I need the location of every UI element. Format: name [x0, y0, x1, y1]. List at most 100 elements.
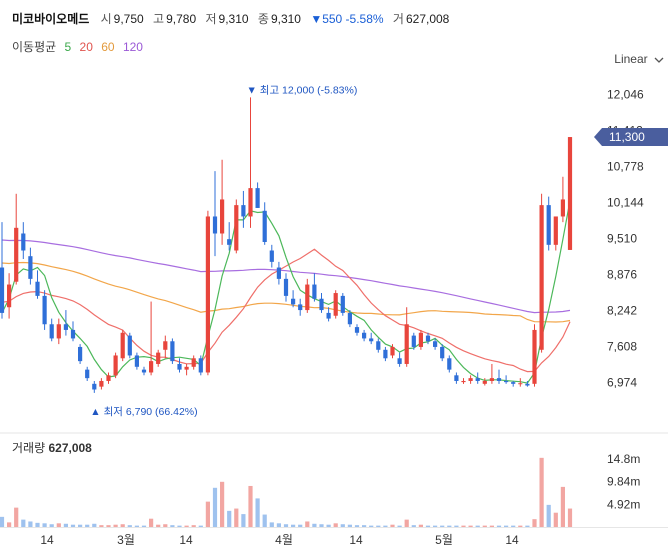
volume-bar — [156, 524, 161, 527]
candle-body — [447, 358, 452, 370]
candle — [305, 278, 310, 313]
volume-bar — [291, 524, 296, 527]
volume-panel-label: 거래량 627,008 — [12, 441, 92, 455]
volume-bar — [362, 525, 367, 527]
volume-bar — [248, 485, 253, 527]
price-tick-label: 10,144 — [607, 196, 644, 210]
volume-bar — [340, 524, 345, 527]
candle — [525, 380, 530, 387]
close-label: 종 — [257, 12, 269, 26]
candle — [312, 273, 317, 302]
volume-bar — [220, 481, 225, 527]
candle-body — [298, 304, 303, 311]
candle — [482, 378, 487, 386]
candle-body — [319, 298, 324, 311]
candle — [170, 338, 175, 364]
volume-bar — [92, 523, 97, 527]
volume-bar — [553, 512, 558, 527]
candle-body — [312, 284, 317, 299]
volume-bar — [56, 523, 61, 527]
volume-bar — [532, 519, 537, 527]
candle-body — [369, 338, 374, 342]
candle — [532, 324, 537, 387]
candle — [113, 352, 118, 379]
ma20-line — [1, 248, 571, 373]
low-label: 저 — [205, 12, 217, 26]
date-axis-label: 5월 — [435, 533, 453, 547]
candle — [326, 307, 331, 322]
candle — [404, 307, 409, 367]
volume-bar — [461, 525, 466, 527]
candle-body — [177, 363, 182, 370]
candle — [191, 355, 196, 370]
chevron-down-icon — [654, 57, 664, 63]
candle-body — [156, 352, 161, 364]
volume-bar — [35, 522, 40, 527]
volume-bar — [63, 523, 68, 527]
volume-bar — [283, 524, 289, 527]
candle — [383, 346, 388, 362]
volume-bar — [347, 524, 352, 527]
candle — [447, 355, 452, 373]
volume-bar — [49, 524, 54, 527]
candle-body — [184, 366, 189, 370]
candle-body — [376, 341, 381, 350]
candle — [163, 335, 168, 359]
candle — [21, 222, 26, 260]
candle — [347, 310, 352, 328]
volume-bar — [454, 525, 459, 527]
volume-tick-label: 4.92m — [607, 497, 640, 511]
candle — [141, 366, 147, 376]
candle-body — [35, 281, 40, 296]
volume-bar — [383, 525, 388, 527]
volume-bar — [198, 525, 203, 527]
candle-body — [539, 205, 544, 350]
candle — [35, 270, 40, 299]
candle — [269, 244, 274, 268]
volume-bar — [298, 524, 303, 527]
candle-body — [546, 205, 551, 245]
candle — [63, 310, 68, 336]
candle-body — [496, 378, 502, 381]
candle-body — [42, 295, 47, 325]
volume-panel-value: 627,008 — [48, 441, 92, 455]
volume-bar — [376, 525, 381, 527]
candle — [14, 193, 19, 285]
volume-bar — [42, 523, 47, 527]
volume-bar — [525, 525, 530, 527]
volume-bar — [511, 525, 516, 527]
candle — [454, 372, 459, 384]
candle-body — [106, 375, 111, 381]
candle-body — [518, 383, 523, 385]
candle-body — [340, 295, 345, 313]
candle — [7, 273, 12, 319]
volume-bar — [120, 524, 125, 527]
scale-toggle[interactable]: Linear — [614, 52, 664, 66]
low-value: 9,310 — [218, 12, 249, 26]
candle — [212, 171, 218, 257]
candle — [539, 193, 544, 353]
volume-bar — [326, 524, 331, 527]
candle — [319, 293, 324, 313]
candle-body — [255, 188, 260, 208]
volume-label: 거 — [392, 12, 404, 26]
candle-body — [141, 369, 147, 373]
candle — [184, 363, 189, 376]
candle — [390, 344, 395, 359]
candle-body — [276, 267, 281, 279]
candle — [283, 273, 289, 302]
candle-body — [149, 361, 154, 373]
volume-bar — [170, 525, 175, 527]
volume-bar — [496, 525, 502, 527]
volume-bar — [134, 525, 139, 527]
volume-bar — [70, 524, 76, 527]
candle — [560, 176, 565, 223]
candle-body — [63, 324, 68, 330]
open-label: 시 — [100, 12, 112, 26]
volume-bar — [354, 525, 360, 527]
volume-bar — [425, 525, 431, 527]
volume-bar — [475, 525, 480, 527]
candle-body — [70, 329, 76, 339]
candle — [340, 293, 345, 316]
volume-bar — [567, 508, 573, 527]
